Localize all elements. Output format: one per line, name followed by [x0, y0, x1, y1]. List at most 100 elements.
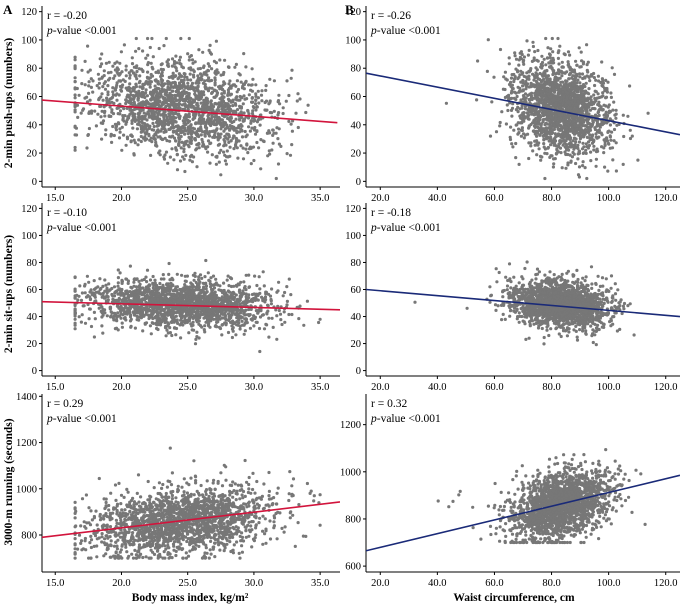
data-point — [122, 119, 126, 123]
data-point — [510, 73, 514, 77]
data-point — [135, 77, 139, 81]
data-point — [144, 102, 148, 106]
data-point — [193, 89, 197, 93]
data-point — [190, 292, 194, 297]
data-point — [516, 132, 520, 136]
data-point — [222, 115, 227, 119]
x-tick-label: 15.0 — [46, 193, 64, 204]
data-point — [177, 58, 182, 62]
data-point — [159, 72, 164, 76]
data-point — [151, 67, 155, 71]
data-point — [264, 99, 269, 103]
data-point — [274, 176, 278, 181]
data-point — [255, 140, 259, 145]
data-point — [120, 125, 124, 129]
data-point — [542, 71, 546, 75]
data-point — [575, 89, 579, 93]
data-point — [171, 116, 175, 120]
data-point — [608, 117, 612, 121]
data-point — [520, 126, 525, 130]
data-point — [153, 278, 157, 282]
data-point — [572, 115, 577, 119]
y-tick-label: 60 — [27, 92, 38, 103]
data-point — [545, 74, 549, 78]
data-point — [167, 75, 171, 79]
data-point — [188, 137, 193, 141]
data-point — [268, 77, 272, 81]
data-point — [600, 145, 604, 149]
data-point — [568, 143, 572, 147]
data-point — [261, 270, 265, 274]
data-point — [209, 276, 213, 280]
data-point — [137, 120, 141, 124]
data-point — [167, 261, 171, 266]
data-point — [103, 114, 107, 118]
data-point — [564, 125, 569, 129]
data-point — [182, 157, 186, 161]
data-point — [174, 124, 178, 128]
data-point — [187, 36, 191, 41]
data-point — [137, 117, 141, 121]
data-point — [597, 123, 601, 127]
data-point — [507, 56, 511, 60]
data-point — [563, 87, 567, 91]
data-point — [507, 95, 511, 100]
data-point — [576, 78, 580, 82]
data-point — [113, 74, 117, 78]
data-point — [564, 166, 568, 170]
data-point — [221, 106, 225, 110]
data-point — [562, 138, 566, 143]
data-point — [290, 129, 294, 133]
data-point — [551, 86, 555, 90]
data-point — [120, 70, 124, 74]
y-tick-label: 100 — [345, 35, 361, 46]
data-point — [317, 320, 321, 325]
data-point — [582, 145, 586, 149]
data-point — [239, 123, 243, 127]
data-point — [597, 113, 601, 118]
data-point — [542, 84, 546, 88]
data-point — [129, 93, 133, 97]
data-point — [187, 125, 191, 129]
data-point — [166, 117, 170, 122]
data-point — [498, 47, 503, 52]
data-point — [557, 123, 561, 128]
data-point — [138, 74, 142, 78]
data-point — [549, 143, 553, 147]
data-point — [230, 84, 234, 88]
y-tick-label: 80 — [27, 258, 38, 269]
data-point — [124, 64, 128, 68]
data-point — [122, 133, 126, 137]
data-point — [568, 103, 572, 107]
data-point — [556, 51, 560, 55]
data-point — [166, 102, 170, 107]
data-point — [213, 118, 217, 122]
data-point — [207, 106, 211, 110]
data-point — [540, 60, 545, 65]
data-point — [120, 148, 124, 152]
y-tick-label: 120 — [21, 7, 37, 18]
data-point — [210, 90, 215, 94]
data-point — [191, 320, 195, 324]
data-point — [586, 130, 590, 134]
data-point — [593, 107, 597, 111]
data-point — [80, 68, 84, 72]
data-point — [536, 59, 540, 63]
data-point — [119, 316, 123, 320]
data-point — [208, 142, 212, 146]
data-point — [603, 165, 607, 169]
data-point — [290, 68, 294, 72]
data-point — [203, 85, 207, 89]
data-point — [156, 128, 160, 132]
panel-label-a: A — [3, 2, 13, 17]
x-tick-label: 80.0 — [542, 193, 560, 204]
data-point — [552, 157, 556, 161]
data-point — [123, 79, 127, 83]
data-point — [177, 102, 182, 106]
data-point — [592, 76, 597, 80]
data-point — [284, 99, 288, 103]
data-point — [85, 274, 89, 278]
data-point — [203, 133, 207, 137]
data-point — [270, 316, 274, 320]
data-point — [254, 108, 258, 112]
